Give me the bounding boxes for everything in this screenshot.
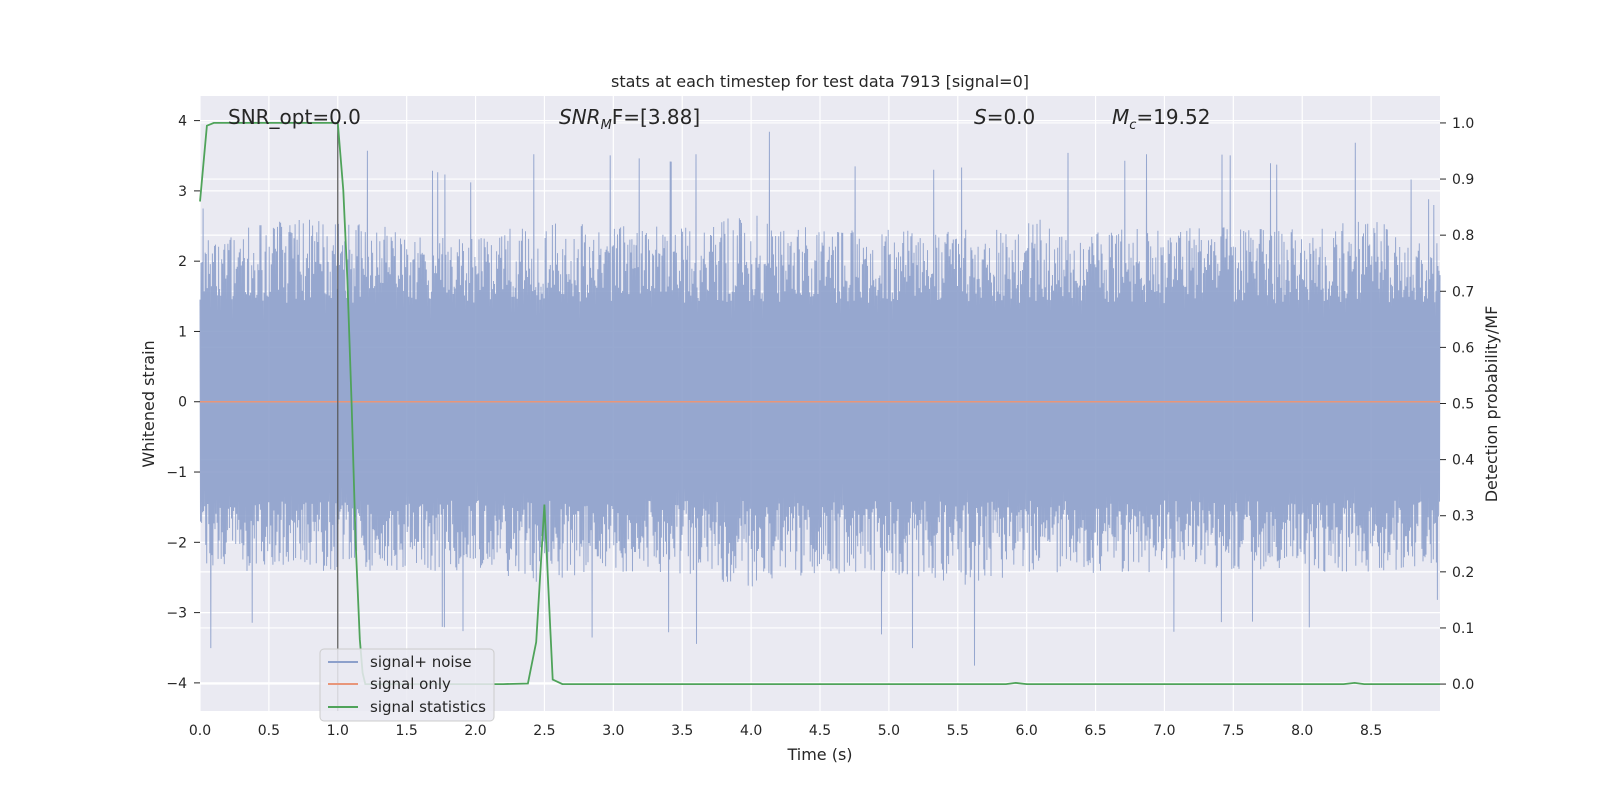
y2-axis-label: Detection probability/MF xyxy=(1482,306,1501,503)
y2-tick-label-9: 0.1 xyxy=(1452,621,1474,637)
x-tick-label-2: 1.0 xyxy=(327,723,349,739)
annotation-mc-main: M xyxy=(1112,105,1129,129)
x-tick-label-0: 0.0 xyxy=(189,723,211,739)
annotation-snr-mf-sub: M xyxy=(601,118,612,133)
annotation-mc-sub: c xyxy=(1129,118,1136,133)
ticks: 0.0 0.5 1.0 1.5 2.0 2.5 3.0 3.5 4.0 4.5 5.0 5.5 6.0 6… xyxy=(166,114,1474,739)
x-tick-label-3: 1.5 xyxy=(396,723,418,739)
x-tick-label-10: 5.0 xyxy=(878,723,900,739)
x-tick-label-6: 3.0 xyxy=(602,723,624,739)
y-tick-label-6: −2 xyxy=(166,535,187,551)
x-tick-label-11: 5.5 xyxy=(947,723,969,739)
annotation-snr-opt: SNR_opt=0.0 xyxy=(228,105,361,129)
x-tick-label-7: 3.5 xyxy=(671,723,693,739)
legend-label-signal-only: signal only xyxy=(370,675,451,693)
noise-line xyxy=(199,131,1441,666)
y2-tick-label-5: 0.5 xyxy=(1452,397,1474,413)
annotation-mc: Mc=19.52 xyxy=(1112,105,1210,133)
y2-tick-label-1: 0.9 xyxy=(1452,172,1474,188)
legend-label-signal-statistics: signal statistics xyxy=(370,698,486,716)
y-tick-label-7: −3 xyxy=(166,606,187,622)
x-tick-label-14: 7.0 xyxy=(1153,723,1175,739)
x-tick-label-12: 6.0 xyxy=(1016,723,1038,739)
y2-tick-label-6: 0.4 xyxy=(1452,453,1474,469)
y2-tick-label-0: 1.0 xyxy=(1452,116,1474,132)
y-tick-label-1: 3 xyxy=(178,184,187,200)
y-tick-label-4: 0 xyxy=(178,395,187,411)
annotation-snr-mf-rest: F=[3.88] xyxy=(612,105,700,129)
y-axis-label: Whitened strain xyxy=(139,340,158,467)
y-tick-label-8: −4 xyxy=(166,676,187,692)
y2-tick-label-3: 0.7 xyxy=(1452,284,1474,300)
legend-box xyxy=(319,648,495,722)
x-tick-label-8: 4.0 xyxy=(740,723,762,739)
x-tick-label-15: 7.5 xyxy=(1222,723,1244,739)
x-tick-label-17: 8.5 xyxy=(1360,723,1382,739)
x-axis-label: Time (s) xyxy=(786,745,852,764)
y2-tick-label-4: 0.6 xyxy=(1452,340,1474,356)
legend: signal+ noise signal only signal statist… xyxy=(319,648,495,722)
annotation-s-rest: =0.0 xyxy=(987,105,1036,129)
y-tick-label-2: 2 xyxy=(178,254,187,270)
x-tick-label-5: 2.5 xyxy=(533,723,555,739)
y2-tick-label-7: 0.3 xyxy=(1452,509,1474,525)
annotation-snr-mf: SNRMF=[3.88] xyxy=(559,105,700,133)
y-tick-label-3: 1 xyxy=(178,324,187,340)
series-signal-noise xyxy=(199,131,1441,666)
y-tick-label-5: −1 xyxy=(166,465,187,481)
x-tick-label-13: 6.5 xyxy=(1084,723,1106,739)
y2-tick-label-8: 0.2 xyxy=(1452,565,1474,581)
x-tick-label-16: 8.0 xyxy=(1291,723,1313,739)
y2-tick-label-10: 0.0 xyxy=(1452,677,1474,693)
legend-label-signal-noise: signal+ noise xyxy=(370,653,472,671)
x-tick-label-9: 4.5 xyxy=(809,723,831,739)
annotation-snr-mf-main: SNR xyxy=(559,105,601,129)
y-tick-label-0: 4 xyxy=(178,114,187,130)
x-tick-label-1: 0.5 xyxy=(258,723,280,739)
annotation-mc-rest: =19.52 xyxy=(1136,105,1210,129)
annotation-s: S=0.0 xyxy=(974,105,1035,129)
chart-title: stats at each timestep for test data 791… xyxy=(611,72,1029,91)
annotation-s-var: S xyxy=(974,105,987,129)
x-tick-label-4: 2.0 xyxy=(464,723,486,739)
y2-tick-label-2: 0.8 xyxy=(1452,228,1474,244)
